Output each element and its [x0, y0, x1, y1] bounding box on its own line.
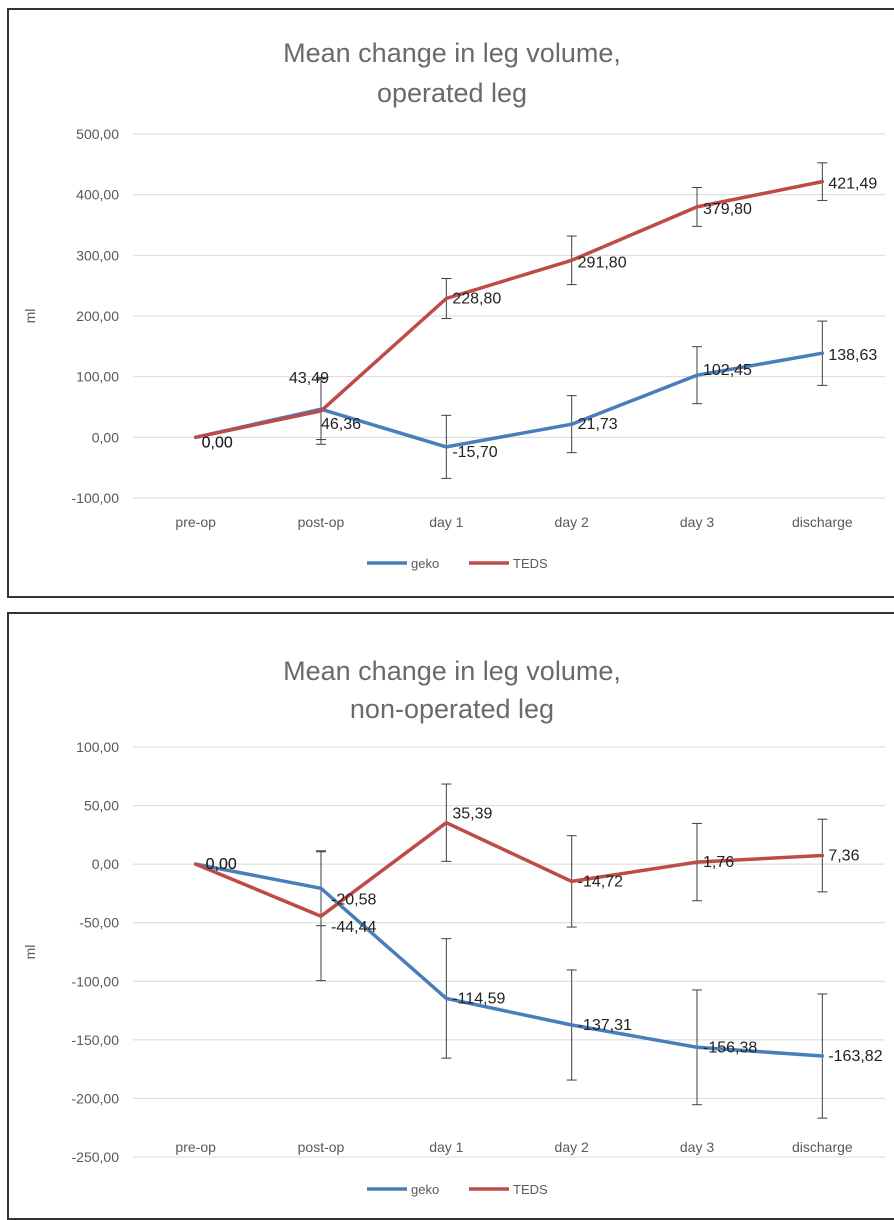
data-label-teds: 43,49: [289, 370, 329, 387]
chart-legend: geko TEDS: [367, 556, 548, 571]
data-label-geko: -137,31: [578, 1017, 632, 1034]
data-label-teds: 0,00: [202, 434, 233, 451]
x-tick-label: day 3: [680, 514, 714, 530]
y-tick-label: 400,00: [76, 187, 119, 203]
y-axis-label: ml: [22, 309, 38, 324]
chart-panel-operated-leg: Mean change in leg volume, operated leg -1…: [7, 8, 894, 598]
x-tick-label: pre-op: [175, 514, 216, 530]
y-tick-label: 300,00: [76, 247, 119, 263]
legend-label-teds: TEDS: [513, 1182, 548, 1197]
x-tick-label: day 2: [555, 514, 589, 530]
chart-title-line: Mean change in leg volume,: [283, 656, 621, 686]
chart-panel-non-operated-leg: Mean change in leg volume, non-operated l…: [7, 612, 894, 1220]
data-label-geko: 0,00: [206, 856, 237, 873]
data-label-teds: 228,80: [452, 291, 501, 308]
data-label-teds: -14,72: [578, 873, 623, 890]
chart-non-operated-leg: Mean change in leg volume, non-operated l…: [22, 656, 885, 1197]
y-tick-label: -100,00: [72, 973, 120, 989]
y-tick-label: 0,00: [92, 856, 119, 872]
y-tick-label: 500,00: [76, 126, 119, 142]
series-line-teds: [193, 820, 825, 918]
data-label-geko: -15,70: [452, 444, 497, 461]
chart-operated-leg: Mean change in leg volume, operated leg -1…: [22, 38, 885, 571]
x-tick-label: pre-op: [175, 1139, 216, 1155]
data-label-geko: 138,63: [828, 347, 877, 364]
chart-title-line: operated leg: [377, 78, 527, 108]
data-label-geko: -114,59: [452, 990, 505, 1007]
x-tick-label: day 1: [429, 1139, 463, 1155]
x-tick-label: discharge: [792, 514, 853, 530]
data-label-geko: 46,36: [321, 416, 361, 433]
x-tick-label: day 2: [555, 1139, 589, 1155]
y-tick-label: -250,00: [72, 1149, 120, 1165]
data-label-geko: 0,00: [202, 434, 233, 451]
data-label-teds: 421,49: [828, 176, 877, 193]
y-tick-label: 0,00: [92, 429, 119, 445]
y-tick-label: -50,00: [79, 915, 119, 931]
y-tick-label: 50,00: [84, 798, 119, 814]
data-label-teds: 0,00: [206, 856, 237, 873]
data-label-teds: 1,76: [703, 854, 734, 871]
series-line-teds: [193, 179, 825, 440]
y-tick-label: -150,00: [72, 1032, 120, 1048]
data-label-teds: 379,80: [703, 201, 752, 218]
y-tick-label: -200,00: [72, 1090, 120, 1106]
data-label-geko: 102,45: [703, 362, 752, 379]
x-tick-label: day 1: [429, 514, 463, 530]
y-axis-label: ml: [22, 945, 38, 960]
legend-label-teds: TEDS: [513, 556, 548, 571]
x-tick-label: post-op: [298, 1139, 345, 1155]
data-label-teds: -44,44: [331, 919, 376, 936]
series-line-geko: [193, 862, 825, 1058]
data-label-teds: 291,80: [578, 254, 627, 271]
x-tick-label: discharge: [792, 1139, 853, 1155]
y-tick-label: -100,00: [72, 490, 120, 506]
y-tick-label: 100,00: [76, 739, 119, 755]
legend-label-geko: geko: [411, 556, 439, 571]
data-label-teds: 7,36: [828, 848, 859, 865]
legend-label-geko: geko: [411, 1182, 439, 1197]
y-tick-label: 100,00: [76, 369, 119, 385]
data-label-geko: -156,38: [703, 1039, 757, 1056]
data-label-geko: 21,73: [578, 416, 618, 433]
chart-legend: geko TEDS: [367, 1182, 548, 1197]
data-label-geko: -163,82: [828, 1048, 882, 1065]
x-tick-label: day 3: [680, 1139, 714, 1155]
x-tick-label: post-op: [298, 514, 345, 530]
data-label-geko: -20,58: [331, 891, 376, 908]
y-tick-label: 200,00: [76, 308, 119, 324]
chart-title-line: non-operated leg: [350, 694, 554, 724]
data-label-teds: 35,39: [452, 806, 492, 823]
chart-title-line: Mean change in leg volume,: [283, 38, 621, 68]
